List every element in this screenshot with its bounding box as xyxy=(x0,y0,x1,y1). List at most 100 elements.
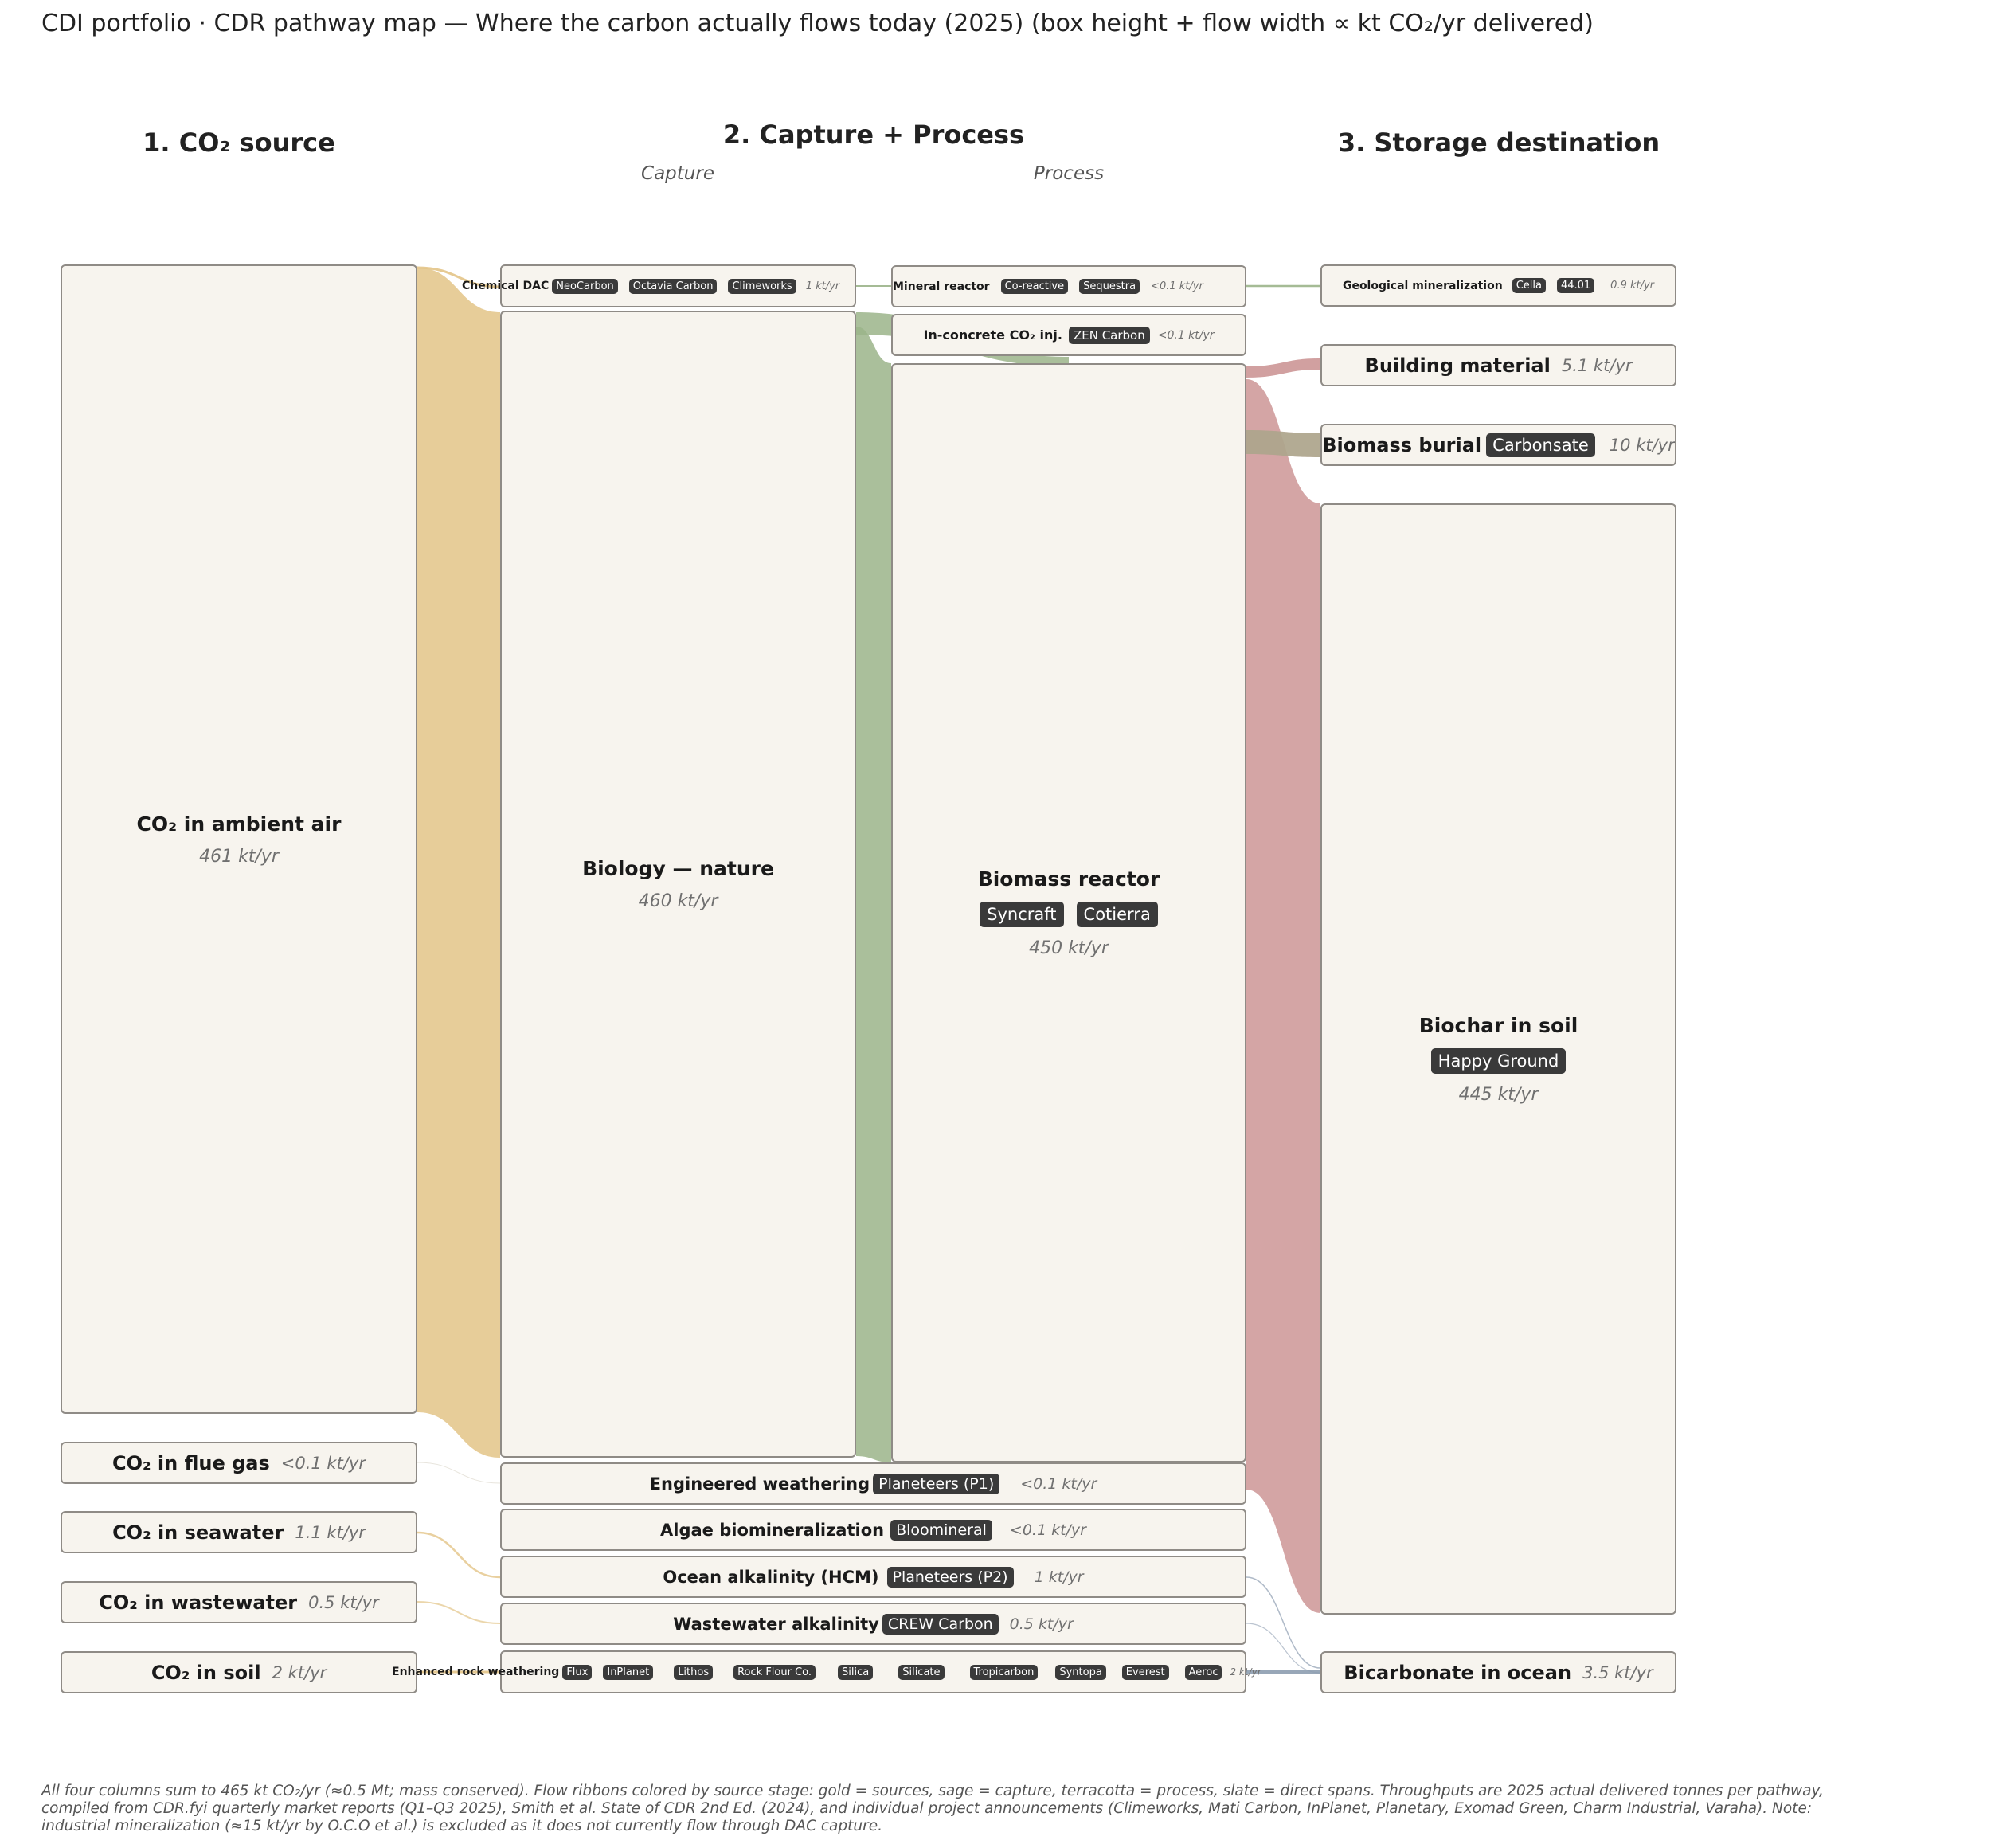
node-label: CO₂ in flue gas xyxy=(112,1451,270,1474)
node-value: 461 kt/yr xyxy=(199,846,279,867)
node-value: 2 kt/yr xyxy=(272,1662,327,1682)
company-tag: Lithos xyxy=(674,1664,714,1680)
company-tag: Climeworks xyxy=(728,278,796,294)
node-label: Algae biomineralization xyxy=(660,1520,885,1540)
company-tag: Everest xyxy=(1121,1664,1169,1680)
company-tag: Carbonsate xyxy=(1486,433,1595,457)
flow-burial-overlap xyxy=(1246,430,1320,457)
flow-air-to-biology xyxy=(417,268,500,1458)
node-label: CO₂ in seawater xyxy=(112,1521,284,1544)
node-value: 1 kt/yr xyxy=(805,280,840,292)
company-tag: Bloomineral xyxy=(890,1519,992,1541)
footnote: All four columns sum to 465 kt CO₂/yr (≈… xyxy=(41,1783,1985,1835)
node-value: <0.1 kt/yr xyxy=(1009,1521,1086,1539)
footnote-line: industrial mineralization (≈15 kt/yr by … xyxy=(41,1818,882,1834)
node-value: <0.1 kt/yr xyxy=(1020,1474,1097,1493)
node-storage-biochar-in-soil: Biochar in soil Happy Ground 445 kt/yr xyxy=(1320,503,1676,1615)
node-label: Biomass reactor xyxy=(977,867,1160,891)
column-header-storage: 3. Storage destination xyxy=(1337,127,1660,158)
company-tag-group: Happy Ground xyxy=(1425,1047,1573,1074)
node-value: 460 kt/yr xyxy=(638,891,718,911)
subheader-capture: Capture xyxy=(641,163,714,184)
node-value: <0.1 kt/yr xyxy=(1157,328,1215,342)
node-label: Enhanced rock weathering xyxy=(392,1666,560,1678)
flow-air-to-dac xyxy=(417,266,501,288)
node-span-ocean-alkalinity: Ocean alkalinity (HCM) Planeteers (P2) 1… xyxy=(500,1556,1246,1598)
company-tag: Happy Ground xyxy=(1430,1047,1567,1074)
node-value: 1 kt/yr xyxy=(1034,1568,1084,1586)
node-storage-geological-mineralization: Geological mineralization Cella 44.01 0.… xyxy=(1320,264,1676,307)
company-tag: ZEN Carbon xyxy=(1068,326,1150,344)
node-label: In-concrete CO₂ inj. xyxy=(923,327,1062,343)
company-tag: Silica xyxy=(838,1664,874,1680)
flow-biology-to-biomass-reactor xyxy=(856,327,891,1462)
node-span-wastewater-alkalinity: Wastewater alkalinity CREW Carbon 0.5 kt… xyxy=(500,1603,1246,1645)
company-tag: Aeroc xyxy=(1184,1664,1222,1680)
node-value: <0.1 kt/yr xyxy=(1151,280,1203,292)
footnote-line: All four columns sum to 465 kt CO₂/yr (≈… xyxy=(41,1783,1824,1799)
node-process-mineral-reactor: Mineral reactor Co-reactive Sequestra <0… xyxy=(891,265,1246,307)
company-tag: NeoCarbon xyxy=(552,278,618,294)
node-value: 0.5 kt/yr xyxy=(308,1592,379,1612)
node-storage-bicarbonate-in-ocean: Bicarbonate in ocean 3.5 kt/yr xyxy=(1320,1651,1676,1693)
flow-biomass-to-building-material xyxy=(1246,358,1320,378)
company-tag: Cotierra xyxy=(1076,902,1158,927)
company-tag: Planeteers (P1) xyxy=(873,1473,1000,1494)
flow-biomass-to-biochar xyxy=(1246,379,1320,1613)
node-value: 2 kt/yr xyxy=(1230,1666,1261,1678)
node-value: 450 kt/yr xyxy=(1029,938,1109,958)
node-process-biomass-reactor: Biomass reactor Syncraft Cotierra 450 kt… xyxy=(891,363,1246,1462)
company-tag: 44.01 xyxy=(1556,278,1595,293)
node-label: Geological mineralization xyxy=(1342,279,1503,292)
company-tag: Flux xyxy=(562,1664,593,1680)
node-value: 445 kt/yr xyxy=(1458,1084,1539,1105)
page-title: CDI portfolio · CDR pathway map — Where … xyxy=(41,10,1594,37)
node-source-wastewater: CO₂ in wastewater 0.5 kt/yr xyxy=(61,1581,417,1623)
node-label: Biology — nature xyxy=(582,857,774,880)
node-value: 1.1 kt/yr xyxy=(295,1522,366,1542)
company-tag: Syncraft xyxy=(980,902,1064,927)
flow-flue-gas-to-weathering xyxy=(417,1462,501,1484)
footnote-line: compiled from CDR.fyi quarterly market r… xyxy=(41,1800,1813,1817)
company-tag: Cella xyxy=(1512,278,1546,293)
node-label: Ocean alkalinity (HCM) xyxy=(663,1567,879,1587)
node-label: Mineral reactor xyxy=(893,280,990,293)
node-storage-building-material: Building material 5.1 kt/yr xyxy=(1320,344,1676,386)
company-tag: Rock Flour Co. xyxy=(733,1664,816,1680)
node-label: Chemical DAC xyxy=(462,280,550,292)
node-label: Engineered weathering xyxy=(649,1474,870,1494)
node-value: 10 kt/yr xyxy=(1609,435,1675,455)
company-tag-group: Syncraft Cotierra xyxy=(973,902,1164,927)
subheader-process: Process xyxy=(1033,163,1105,184)
node-span-enhanced-rock-weathering: Enhanced rock weathering Flux InPlanet L… xyxy=(392,1650,1261,1693)
company-tag: Sequestra xyxy=(1079,279,1140,294)
flow-seawater-to-ocean-alkalinity xyxy=(417,1531,501,1579)
company-tag: Octavia Carbon xyxy=(628,278,718,294)
flow-wastewater-to-alkalinity xyxy=(417,1601,501,1624)
company-tag: Silicate xyxy=(898,1664,945,1680)
node-process-in-concrete-injection: In-concrete CO₂ inj. ZEN Carbon <0.1 kt/… xyxy=(891,314,1246,356)
node-capture-biology-nature: Biology — nature 460 kt/yr xyxy=(500,311,856,1458)
node-value: 0.9 kt/yr xyxy=(1610,280,1655,292)
node-value: <0.1 kt/yr xyxy=(280,1453,366,1473)
node-span-engineered-weathering: Engineered weathering Planeteers (P1) <0… xyxy=(500,1462,1246,1505)
node-source-ambient-air: CO₂ in ambient air 461 kt/yr xyxy=(61,264,417,1414)
node-label: Biochar in soil xyxy=(1418,1013,1578,1037)
node-label: CO₂ in wastewater xyxy=(99,1591,298,1614)
node-label: CO₂ in ambient air xyxy=(136,812,342,836)
node-source-flue-gas: CO₂ in flue gas <0.1 kt/yr xyxy=(61,1442,417,1484)
node-value: 3.5 kt/yr xyxy=(1582,1662,1653,1682)
flow-ocean-alkalinity-to-bicarbonate xyxy=(1246,1576,1321,1669)
node-value: 5.1 kt/yr xyxy=(1561,355,1633,375)
node-label: Bicarbonate in ocean xyxy=(1344,1661,1572,1684)
column-header-capture-process: 2. Capture + Process xyxy=(722,119,1025,150)
company-tag: Co-reactive xyxy=(1000,279,1069,294)
company-tag: CREW Carbon xyxy=(882,1613,999,1635)
node-span-algae-biomineralization: Algae biomineralization Bloomineral <0.1… xyxy=(500,1509,1246,1551)
node-capture-chemical-dac: Chemical DAC NeoCarbon Octavia Carbon Cl… xyxy=(462,264,856,307)
company-tag: InPlanet xyxy=(603,1664,654,1680)
company-tag: Syntopa xyxy=(1055,1664,1106,1680)
node-label: Wastewater alkalinity xyxy=(673,1614,879,1634)
